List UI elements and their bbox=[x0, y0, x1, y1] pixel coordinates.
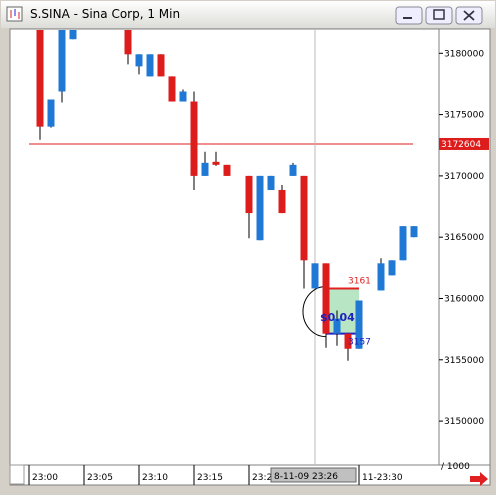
candle-body bbox=[47, 99, 55, 127]
candle-body bbox=[410, 226, 418, 238]
maximize-button[interactable] bbox=[425, 6, 453, 25]
scroll-box[interactable] bbox=[9, 464, 25, 485]
candle-body bbox=[388, 260, 396, 276]
candle-body bbox=[69, 30, 77, 40]
candle-body bbox=[201, 162, 209, 176]
price-label: 3172604 bbox=[441, 140, 481, 150]
candle-body bbox=[146, 54, 154, 77]
y-tick-label: 3155000 bbox=[444, 356, 484, 366]
candle-body bbox=[267, 175, 275, 190]
plot: 3161 3157 $0.04 bbox=[29, 30, 418, 464]
time-axis-area bbox=[9, 464, 491, 486]
candle-body bbox=[168, 76, 176, 102]
candle-body bbox=[212, 161, 220, 165]
candle-body bbox=[322, 263, 330, 334]
y-tick-label: 3150000 bbox=[444, 417, 484, 427]
candle-body bbox=[190, 101, 198, 176]
x-tick-label: 23:00 bbox=[32, 473, 58, 483]
y-tick-label: 3175000 bbox=[444, 111, 484, 121]
close-button[interactable] bbox=[455, 6, 483, 25]
candle-body bbox=[256, 175, 264, 241]
candle-body bbox=[36, 30, 44, 127]
measure-top-label: 3161 bbox=[348, 276, 371, 286]
candle-body bbox=[377, 263, 385, 291]
y-tick-label: 3180000 bbox=[444, 49, 484, 59]
value-axis-area bbox=[438, 28, 491, 466]
candle-body bbox=[333, 318, 341, 334]
scroll-arrow[interactable] bbox=[470, 472, 488, 486]
x-tick-label: 23:10 bbox=[142, 473, 168, 483]
y-tick-label: 3165000 bbox=[444, 233, 484, 243]
crosshair-label: 8-11-09 23:26 bbox=[274, 472, 338, 482]
candle-body bbox=[355, 300, 363, 349]
measure-change-label: $0.04 bbox=[320, 311, 355, 324]
app-icon bbox=[6, 6, 23, 22]
plot-area bbox=[9, 28, 440, 466]
candle-body bbox=[344, 333, 352, 349]
x-tick-label: 23:15 bbox=[197, 473, 223, 483]
measure-bottom-label: 3157 bbox=[348, 338, 371, 348]
y-unit-label: / 1000 bbox=[441, 462, 470, 472]
candle-body bbox=[223, 164, 231, 176]
y-tick-label: 3160000 bbox=[444, 294, 484, 304]
candle-body bbox=[311, 263, 319, 289]
candle-body bbox=[245, 175, 253, 214]
candle-body bbox=[179, 91, 187, 102]
price-label-box bbox=[439, 137, 489, 150]
candle-body bbox=[278, 189, 286, 214]
candle-body bbox=[157, 54, 165, 77]
candle-body bbox=[58, 30, 66, 92]
candle-body bbox=[300, 175, 308, 261]
axes: 3150000 3155000 3160000 3165000 3170000 31750… bbox=[28, 49, 489, 485]
window-title: S.SINA - Sina Corp, 1 Min bbox=[30, 7, 180, 21]
crosshair-label-box bbox=[270, 467, 357, 483]
minimize-button[interactable] bbox=[395, 6, 423, 25]
candle-body bbox=[135, 54, 143, 67]
candle-body bbox=[289, 164, 297, 176]
x-tick-label: 23:2 bbox=[252, 473, 272, 483]
candle-body bbox=[399, 226, 407, 261]
measure-box bbox=[326, 288, 359, 334]
candle-body bbox=[124, 30, 132, 55]
y-tick-label: 3170000 bbox=[444, 172, 484, 182]
x-tick-label: 23:05 bbox=[87, 473, 113, 483]
measure-arc bbox=[302, 285, 327, 338]
x-tick-label: 11-23:30 bbox=[362, 473, 403, 483]
